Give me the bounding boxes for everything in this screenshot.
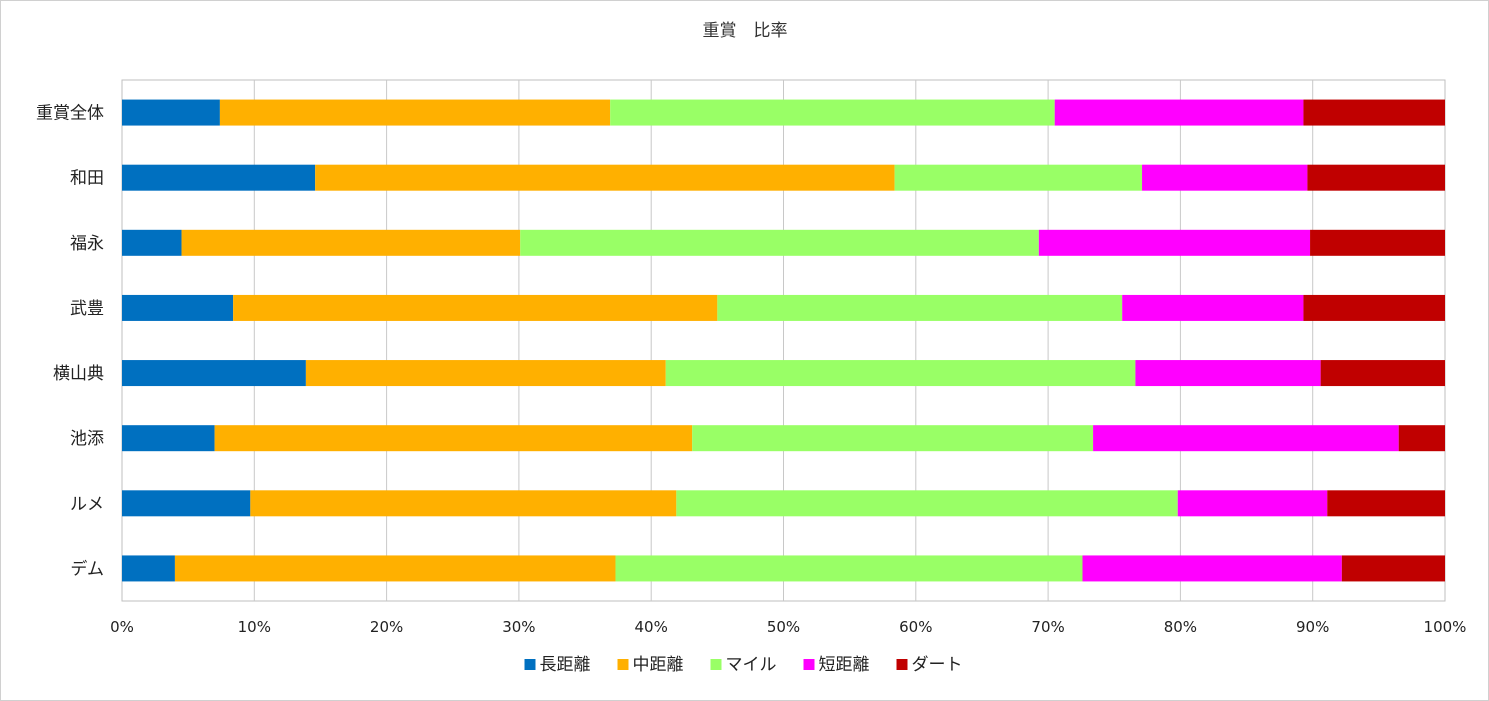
category-label: 福永 (70, 234, 104, 254)
bar-segment (520, 229, 1039, 256)
bar-segment (676, 490, 1178, 517)
category-label: 武豊 (70, 299, 104, 319)
x-tick-label: 60% (899, 618, 932, 636)
bar-segment (122, 425, 215, 452)
bar-segment (122, 294, 234, 321)
x-tick-label: 70% (1031, 618, 1064, 636)
legend-label: 長距離 (540, 655, 591, 675)
category-label: 池添 (70, 429, 104, 449)
legend: 長距離 中距離 マイル 短距離 ダート (524, 655, 963, 675)
x-tick-labels: 0% 10% 20% 30% 40% 50% 60% 70% 80% 90% 100% (110, 618, 1466, 636)
bar-segment (1398, 425, 1445, 452)
bar-segment (1303, 99, 1445, 126)
x-tick-label: 0% (110, 618, 134, 636)
bar-segment (692, 425, 1094, 452)
legend-swatch (710, 659, 722, 670)
bar-segment (717, 294, 1123, 321)
bar-segment (1135, 360, 1321, 387)
bar-segment (1082, 555, 1342, 582)
bar-segment (1320, 360, 1445, 387)
category-label: 横山典 (53, 364, 104, 384)
bar-segment (305, 360, 666, 387)
bar-segment (1122, 294, 1304, 321)
bar-segment (315, 164, 895, 191)
bar-segment (1142, 164, 1308, 191)
legend-swatch (524, 659, 536, 670)
bar-segment (214, 425, 693, 452)
bar-segment (122, 360, 306, 387)
bar-segment (610, 99, 1055, 126)
legend-swatch (896, 659, 908, 670)
legend-label: 中距離 (633, 655, 684, 675)
category-label: 和田 (70, 169, 104, 189)
legend-swatch (803, 659, 815, 670)
bars (122, 99, 1445, 582)
bar-segment (894, 164, 1143, 191)
bar-segment (122, 164, 316, 191)
category-label: 重賞全体 (36, 104, 104, 124)
bar-segment (1327, 490, 1445, 517)
category-label: ルメ (70, 494, 104, 514)
bar-segment (1054, 99, 1304, 126)
x-tick-label: 20% (370, 618, 403, 636)
bar-segment (219, 99, 611, 126)
legend-label: 短距離 (819, 655, 870, 675)
x-tick-label: 80% (1164, 618, 1197, 636)
legend-label: マイル (726, 655, 777, 675)
bar-segment (174, 555, 616, 582)
x-tick-label: 90% (1296, 618, 1329, 636)
bar-segment (1341, 555, 1445, 582)
bar-segment (1310, 229, 1445, 256)
x-tick-label: 30% (502, 618, 535, 636)
bar-segment (122, 229, 182, 256)
x-tick-label: 40% (635, 618, 668, 636)
bar-segment (122, 99, 220, 126)
bar-segment (1307, 164, 1445, 191)
category-label: デム (70, 558, 104, 579)
chart-title: 重賞 比率 (703, 21, 788, 41)
bar-segment (122, 490, 251, 517)
bar-segment (1093, 425, 1399, 452)
bar-segment (1177, 490, 1328, 517)
bar-segment (665, 360, 1136, 387)
bar-segment (233, 294, 718, 321)
x-tick-label: 10% (238, 618, 271, 636)
bar-segment (250, 490, 677, 517)
bar-segment (1038, 229, 1311, 256)
bar-segment (181, 229, 521, 256)
bar-segment (615, 555, 1083, 582)
legend-label: ダート (912, 655, 963, 675)
x-tick-label: 50% (767, 618, 800, 636)
legend-swatch (617, 659, 629, 670)
bar-segment (122, 555, 175, 582)
bar-segment (1303, 294, 1445, 321)
x-tick-label: 100% (1424, 618, 1467, 636)
